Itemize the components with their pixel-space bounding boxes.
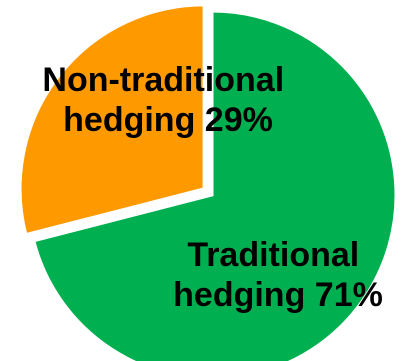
pie-slice-non-traditional xyxy=(18,3,206,237)
slice-label-non-traditional-line-2: hedging 29% xyxy=(63,101,273,139)
slice-label-traditional-line-2: hedging 71% xyxy=(173,276,383,314)
slice-label-non-traditional: Non-traditional hedging 29% xyxy=(42,61,293,139)
slice-label-traditional-line-1: Traditional xyxy=(187,236,359,274)
pie-slice-traditional xyxy=(31,9,398,361)
slice-label-traditional: Traditional hedging 71% xyxy=(173,236,383,314)
slice-label-non-traditional-line-1: Non-traditional xyxy=(42,61,284,99)
pie-slices xyxy=(18,3,398,361)
pie-labels: Traditional hedging 71% Non-traditional … xyxy=(42,61,382,314)
